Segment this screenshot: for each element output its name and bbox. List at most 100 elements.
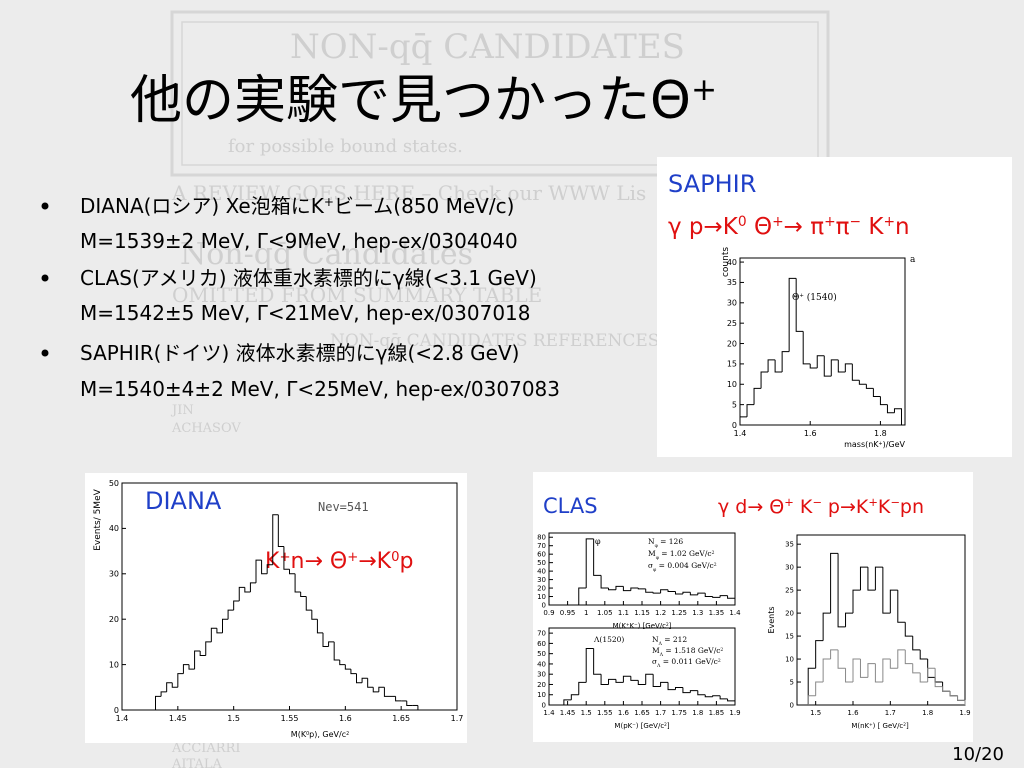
plot-annotation-part: M — [648, 549, 656, 558]
bullet-text-part: M=1540±4±2 MeV, Γ<25MeV, hep-ex/0307083 — [80, 377, 560, 401]
histogram-bin — [674, 591, 683, 595]
histogram-bin — [227, 609, 234, 620]
histogram-bin — [882, 658, 891, 683]
x-tick-label: 1.2 — [655, 609, 666, 617]
y-tick-label: 5 — [790, 678, 794, 686]
x-tick-label: 1.45 — [560, 709, 576, 717]
bullet-dot — [41, 202, 49, 210]
histogram-bin — [781, 351, 790, 373]
histogram-bin — [689, 690, 698, 693]
y-axis-label: Events — [767, 606, 776, 633]
x-axis-label: M(nK+) [ GeV/c2] — [851, 722, 909, 731]
histogram-bin — [802, 331, 811, 365]
histogram-bin — [957, 695, 966, 705]
x-axis-label-part: )/GeV — [883, 440, 906, 449]
histogram-bin — [199, 650, 206, 657]
y-tick-label: 30 — [727, 299, 737, 308]
histogram-bin — [266, 564, 273, 574]
x-tick-label: 1.7 — [655, 709, 666, 717]
histogram-bin — [378, 686, 385, 692]
histogram-bin — [660, 681, 669, 687]
histogram-bin — [645, 588, 654, 593]
histogram-bin — [704, 593, 713, 598]
bullet-text: SAPHIR(ドイツ) 液体水素標的にγ線(<2.8 GeV) — [80, 341, 519, 365]
figure-note: Nev=541 — [318, 500, 369, 514]
histogram-bin — [893, 408, 902, 425]
x-axis-label-part: ) [ GeV/c — [873, 722, 904, 730]
y-tick-label: 25 — [785, 587, 794, 595]
x-tick-label: 1.7 — [885, 709, 896, 717]
x-axis-label-part: M(K — [613, 622, 627, 630]
figure-reaction: K+n→ Θ+→K0p — [265, 549, 413, 574]
histogram-bin — [739, 416, 748, 425]
figure-panel — [657, 157, 1012, 457]
y-tick-label: 35 — [785, 541, 794, 549]
watermark-frame — [170, 10, 830, 177]
plot-annotation-part: 2 — [720, 647, 723, 653]
histogram-bin — [182, 664, 189, 674]
slide-title: 他の実験で見つかったΘ+ — [130, 71, 717, 131]
x-tick-label: 1.6 — [618, 709, 630, 717]
figure-reaction-part: 0 — [391, 550, 399, 565]
x-axis-label-part: 0 — [306, 731, 309, 737]
figure-reaction: γ d→ Θ+ K− p→K+K−pn — [718, 495, 924, 518]
x-axis-label: mass(nK+)/GeV — [844, 440, 905, 449]
figure-reaction-part: n — [895, 214, 910, 240]
histogram-bin — [844, 363, 853, 373]
histogram-bin — [249, 582, 256, 592]
histogram-bin — [889, 659, 898, 669]
x-tick-label: 1.9 — [729, 709, 740, 717]
histogram-bin — [927, 667, 936, 683]
plot: 0 10 20 30 40 50 60 70 1.4 1.45 1.5 1.55 1.6 1.65 1.7 1… — [537, 627, 741, 730]
bullet-text: M=1542±5 MeV, Γ<21MeV, hep-ex/0307018 — [80, 301, 531, 325]
y-tick-label: 50 — [109, 479, 119, 488]
histogram-bin — [188, 664, 195, 670]
plot-annotation-part: Λ — [656, 663, 661, 669]
histogram-bin — [305, 596, 312, 611]
x-axis-label: M(K0p), GeV/c2 — [291, 730, 349, 739]
y-axis-label: counts — [721, 247, 731, 277]
histogram-bin — [272, 514, 279, 565]
y-tick-label: 0 — [790, 701, 794, 709]
histogram-bin — [753, 387, 762, 405]
watermark-text: AITALA — [171, 757, 223, 768]
histogram-bin — [383, 687, 390, 697]
histogram-bin — [682, 687, 691, 694]
histogram-bin — [238, 586, 245, 602]
histogram-bin — [350, 669, 357, 675]
histogram-bin — [300, 591, 307, 597]
y-tick-label: 0 — [542, 701, 546, 709]
x-tick-label: 1.8 — [922, 709, 933, 717]
histogram-bin — [395, 696, 402, 702]
x-tick-label: 1.4 — [729, 609, 741, 617]
x-tick-label: 1.25 — [671, 609, 687, 617]
x-tick-label: 1.8 — [874, 429, 887, 438]
histogram-bin — [727, 595, 736, 605]
y-tick-label: 25 — [727, 319, 737, 328]
y-tick-label: 40 — [109, 524, 119, 533]
histogram-bin — [822, 658, 831, 683]
x-tick-label: 1.45 — [169, 714, 187, 723]
y-tick-label: 50 — [537, 650, 546, 658]
histogram-bin — [830, 552, 839, 614]
histogram-bin — [897, 590, 906, 623]
x-axis-label: M(K+K−) [GeV/c2] — [613, 622, 672, 631]
histogram-bin — [859, 566, 868, 591]
histogram-bin — [912, 636, 921, 651]
histogram-bin — [807, 695, 816, 705]
histogram-bin — [283, 546, 290, 570]
slide-title-part: + — [691, 72, 717, 108]
figure-reaction-part: γ p→K — [668, 214, 739, 240]
histogram-bin — [233, 600, 240, 611]
histogram-bin — [809, 363, 818, 369]
watermark-frame — [181, 21, 819, 166]
histogram-bin — [746, 404, 755, 417]
histogram-bin — [339, 660, 346, 666]
bullet-text-part: SAPHIR(ドイツ) 液体水素標的にγ線(<2.8 GeV) — [80, 341, 519, 365]
bullet-text-part: CLAS(アメリカ) 液体重水素標的にγ線(<3.1 GeV) — [80, 266, 537, 290]
y-tick-label: 0 — [542, 601, 546, 609]
x-axis-label-part: − — [634, 622, 638, 627]
histogram-bin — [830, 649, 839, 660]
plot-annotation-part: σ — [648, 561, 653, 570]
plot-annotation-part: = 212 — [662, 635, 688, 644]
